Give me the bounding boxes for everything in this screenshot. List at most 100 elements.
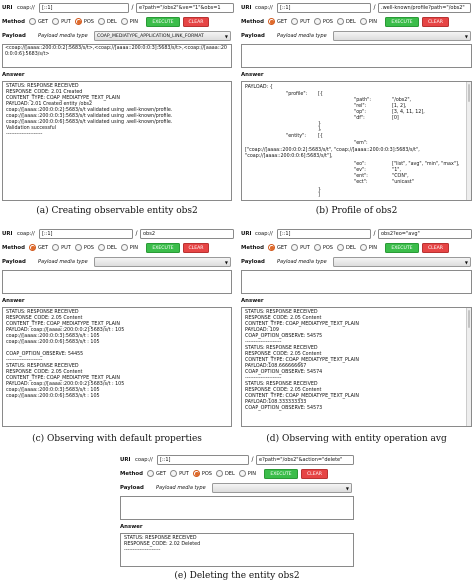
host-input[interactable]: [::1] — [277, 2, 371, 13]
media-type-select[interactable]: ▼ — [94, 256, 231, 267]
method-ping-radio[interactable]: PIN — [359, 18, 377, 25]
execute-button[interactable]: EXECUTE — [263, 468, 298, 479]
payload-open: PAYLOAD: { — [245, 85, 273, 90]
payload-textarea[interactable] — [120, 496, 354, 520]
method-delete-radio[interactable]: DEL — [336, 244, 356, 251]
answer-text: STATUS: RESPONSE RECEIVED RESPONSE_CODE:… — [245, 310, 359, 411]
method-put-radio[interactable]: PUT — [291, 18, 310, 25]
chevron-down-icon: ▼ — [224, 259, 228, 265]
clear-button[interactable]: CLEAR — [182, 16, 209, 27]
ent-value: "CON", — [392, 174, 409, 179]
answer-output: STATUS: RESPONSE RECEIVED RESPONSE_CODE:… — [120, 533, 354, 567]
method-delete-radio[interactable]: DEL — [97, 18, 117, 25]
media-type-select[interactable]: ▼ — [333, 256, 471, 267]
media-type-select[interactable]: ▼ — [212, 482, 352, 493]
method-get-radio[interactable]: GET — [268, 244, 287, 251]
method-post-radio[interactable]: POS — [313, 18, 333, 25]
radio-icon — [147, 470, 154, 477]
path-input[interactable]: obs2?eo="avg" — [378, 228, 472, 239]
method-put-label: PUT — [61, 244, 71, 251]
method-post-radio[interactable]: POS — [74, 244, 94, 251]
host-input[interactable]: [::1] — [39, 2, 129, 13]
method-label: Method — [241, 18, 264, 25]
execute-button[interactable]: EXECUTE — [145, 16, 180, 27]
path-separator: / — [373, 4, 376, 11]
media-type-select[interactable]: COAP_MEDIATYPE_APPLICATION_LINK_FORMAT ▼ — [94, 30, 231, 41]
radio-selected-icon — [268, 244, 275, 251]
method-post-label: POS — [83, 18, 94, 25]
execute-button[interactable]: EXECUTE — [384, 16, 419, 27]
path-input[interactable]: e?path="/obs2"&ve="1"&obs=1 — [136, 2, 234, 13]
payload-textarea[interactable] — [241, 270, 472, 294]
method-get-label: GET — [156, 470, 167, 477]
method-put-radio[interactable]: PUT — [170, 470, 189, 477]
method-get-radio[interactable]: GET — [29, 244, 48, 251]
method-ping-radio[interactable]: PIN — [359, 244, 377, 251]
execute-button[interactable]: EXECUTE — [145, 242, 180, 253]
answer-label: Answer — [120, 524, 143, 530]
method-delete-radio[interactable]: DEL — [97, 244, 117, 251]
path-input[interactable]: e?path="/obs2"&action="delete" — [256, 454, 354, 465]
clear-button[interactable]: CLEAR — [421, 242, 449, 253]
clear-button[interactable]: CLEAR — [182, 242, 209, 253]
method-post-radio[interactable]: POS — [192, 470, 212, 477]
method-ping-radio[interactable]: PIN — [238, 470, 256, 477]
host-input[interactable]: [::1] — [277, 228, 371, 239]
panel-c: URI coap:// [::1] / obs2 Method GET PUT … — [0, 226, 234, 449]
method-put-label: PUT — [300, 244, 310, 251]
path-value: "/obs2", — [392, 98, 412, 103]
rel-key: "rel": — [354, 104, 367, 109]
radio-icon — [120, 18, 128, 25]
path-input[interactable]: obs2 — [140, 228, 234, 239]
method-get-radio[interactable]: GET — [29, 18, 48, 25]
radio-icon — [74, 244, 82, 251]
method-post-label: POS — [322, 244, 333, 251]
method-delete-radio[interactable]: DEL — [336, 18, 356, 25]
vertical-scrollbar[interactable] — [466, 82, 471, 200]
media-type-label: Payload media type — [156, 484, 206, 491]
method-label: Method — [241, 244, 264, 251]
payload-label: Payload — [2, 258, 26, 265]
execute-button[interactable]: EXECUTE — [384, 242, 419, 253]
payload-textarea[interactable] — [2, 270, 232, 294]
method-post-radio[interactable]: POS — [74, 18, 94, 25]
method-post-radio[interactable]: POS — [313, 244, 333, 251]
clear-button[interactable]: CLEAR — [300, 468, 328, 479]
method-put-radio[interactable]: PUT — [291, 244, 310, 251]
radio-icon — [238, 470, 246, 477]
payload-textarea[interactable]: <coap://[aaaa::200:0:0:2]:5683/s/t>,<coa… — [2, 44, 232, 68]
caption: (d) Observing with entity operation avg — [266, 434, 447, 444]
chevron-down-icon: ▼ — [224, 33, 228, 39]
ect-key: "ect": — [354, 180, 368, 185]
entity-key: "entity": — [286, 134, 306, 139]
path-input[interactable]: .well-known/profile?path="/obs2" — [378, 2, 471, 13]
method-ping-radio[interactable]: PIN — [120, 18, 138, 25]
host-input[interactable]: [::1] — [157, 454, 249, 465]
method-delete-radio[interactable]: DEL — [215, 470, 235, 477]
method-get-label: GET — [38, 244, 49, 251]
radio-icon — [359, 18, 367, 25]
em-value: ["coap://[aaaa::200:0:0:2]:5683/s/t", "c… — [245, 148, 420, 159]
path-separator: / — [135, 230, 138, 237]
method-get-radio[interactable]: GET — [147, 470, 166, 477]
ent-key: "ent": — [354, 174, 368, 179]
method-get-label: GET — [277, 18, 288, 25]
method-get-radio[interactable]: GET — [268, 18, 287, 25]
method-put-radio[interactable]: PUT — [52, 244, 71, 251]
media-type-select[interactable]: ▼ — [333, 30, 471, 41]
radio-icon — [29, 18, 36, 25]
vertical-scrollbar[interactable] — [466, 308, 471, 426]
radio-icon — [52, 244, 60, 251]
method-ping-label: PIN — [247, 470, 256, 477]
payload-textarea[interactable] — [241, 44, 472, 68]
method-delete-label: DEL — [224, 470, 235, 477]
media-type-label: Payload media type — [277, 258, 327, 265]
host-input[interactable]: [::1] — [39, 228, 133, 239]
method-ping-radio[interactable]: PIN — [120, 244, 138, 251]
clear-button[interactable]: CLEAR — [421, 16, 449, 27]
em-key: "em": — [354, 141, 368, 146]
radio-icon — [336, 244, 344, 251]
method-put-radio[interactable]: PUT — [52, 18, 71, 25]
ect-value: "unicast" — [392, 180, 414, 185]
method-ping-label: PIN — [129, 244, 138, 251]
